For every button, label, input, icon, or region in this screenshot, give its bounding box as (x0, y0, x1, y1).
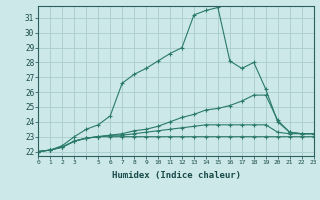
X-axis label: Humidex (Indice chaleur): Humidex (Indice chaleur) (111, 171, 241, 180)
